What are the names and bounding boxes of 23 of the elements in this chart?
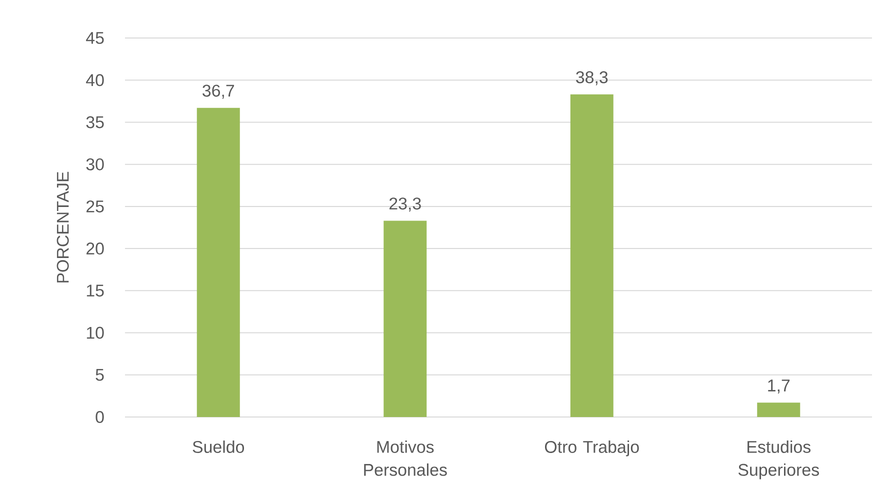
y-tick-label: 0	[96, 411, 104, 423]
y-tick-label: 5	[96, 368, 104, 381]
y-tick-label: 30	[86, 158, 104, 170]
data-label: 1,7	[768, 380, 790, 394]
data-label: 36,7	[202, 84, 234, 99]
x-tick-label: Sueldo	[192, 440, 244, 453]
y-axis-title: PORCENTAJE	[56, 172, 69, 282]
data-label: 23,3	[390, 198, 421, 212]
y-tick-label: 40	[86, 74, 104, 86]
y-tick-label: 45	[86, 32, 104, 44]
y-tick-label: 25	[86, 200, 104, 212]
y-tick-label: 35	[86, 116, 104, 128]
bar	[757, 402, 800, 417]
bar	[196, 108, 240, 417]
bar	[384, 220, 427, 417]
bar	[570, 94, 614, 417]
x-tick-label: Motivos Personales	[364, 440, 447, 476]
data-label: 38,3	[576, 71, 608, 86]
x-tick-label: Otro Trabajo	[544, 440, 639, 456]
x-tick-label: Estudios Superiores	[738, 440, 819, 480]
y-tick-label: 20	[86, 242, 104, 255]
y-tick-label: 15	[86, 284, 104, 297]
y-tick-label: 10	[86, 326, 104, 339]
